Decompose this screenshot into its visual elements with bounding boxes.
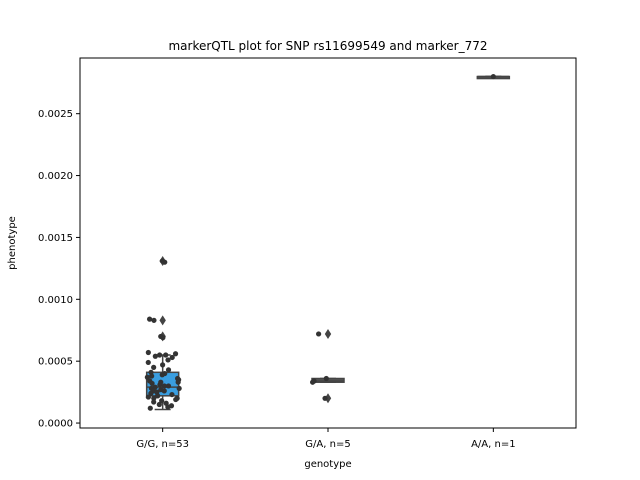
data-point (310, 379, 316, 385)
data-point (151, 317, 157, 323)
data-point (159, 398, 165, 404)
x-axis: G/G, n=53 G/A, n=5 A/A, n=1 (136, 428, 516, 450)
data-point (147, 405, 153, 411)
y-tick-label: 0.0000 (38, 419, 73, 430)
data-point (172, 351, 179, 357)
data-point (151, 395, 157, 401)
y-tick-label: 0.0015 (38, 233, 73, 244)
data-point (160, 335, 166, 341)
data-point (162, 259, 168, 265)
x-tick-label: G/G, n=53 (136, 439, 189, 450)
y-tick-label: 0.0010 (38, 295, 73, 306)
outlier-marker (324, 393, 332, 404)
y-axis: 0.0000 0.0005 0.0010 0.0015 0.0020 0.0025 (38, 109, 80, 430)
data-point (169, 354, 175, 361)
data-point (145, 359, 151, 366)
y-axis-title: phenotype (7, 216, 18, 270)
data-point (159, 372, 165, 378)
data-point (149, 380, 155, 387)
data-point (157, 352, 163, 358)
data-point (148, 390, 154, 396)
chart-title: markerQTL plot for SNP rs11699549 and ma… (168, 39, 487, 53)
data-point (175, 379, 181, 385)
y-tick-label: 0.0025 (38, 109, 73, 120)
data-point (163, 352, 169, 358)
data-point (151, 399, 157, 405)
data-point (151, 364, 157, 370)
data-point (169, 391, 175, 398)
data-point (490, 73, 496, 80)
data-point (323, 375, 329, 382)
data-point (165, 383, 172, 389)
data-point (322, 395, 328, 401)
data-point (161, 388, 167, 394)
data-point (316, 331, 322, 337)
data-point (165, 367, 172, 373)
y-tick-label: 0.0020 (38, 171, 73, 182)
data-points (144, 73, 496, 411)
x-tick-label: G/A, n=5 (305, 439, 350, 450)
data-point (160, 362, 166, 368)
data-point (152, 353, 158, 359)
x-axis-title: genotype (304, 459, 351, 470)
data-point (173, 396, 179, 403)
data-point (145, 394, 151, 400)
data-point (165, 404, 171, 410)
data-point (154, 393, 161, 399)
box-plots (145, 75, 511, 411)
data-point (149, 373, 155, 379)
data-point (144, 374, 150, 380)
x-tick-label: A/A, n=1 (471, 439, 516, 450)
data-point (156, 401, 162, 408)
data-point (146, 316, 153, 322)
y-tick-label: 0.0005 (38, 357, 73, 368)
box-group (311, 328, 345, 404)
data-point (176, 385, 182, 392)
data-point (145, 349, 151, 356)
data-point (165, 357, 171, 363)
data-point (161, 383, 167, 389)
data-point (157, 382, 163, 388)
outlier-marker (324, 328, 332, 339)
outlier-marker (159, 315, 166, 326)
